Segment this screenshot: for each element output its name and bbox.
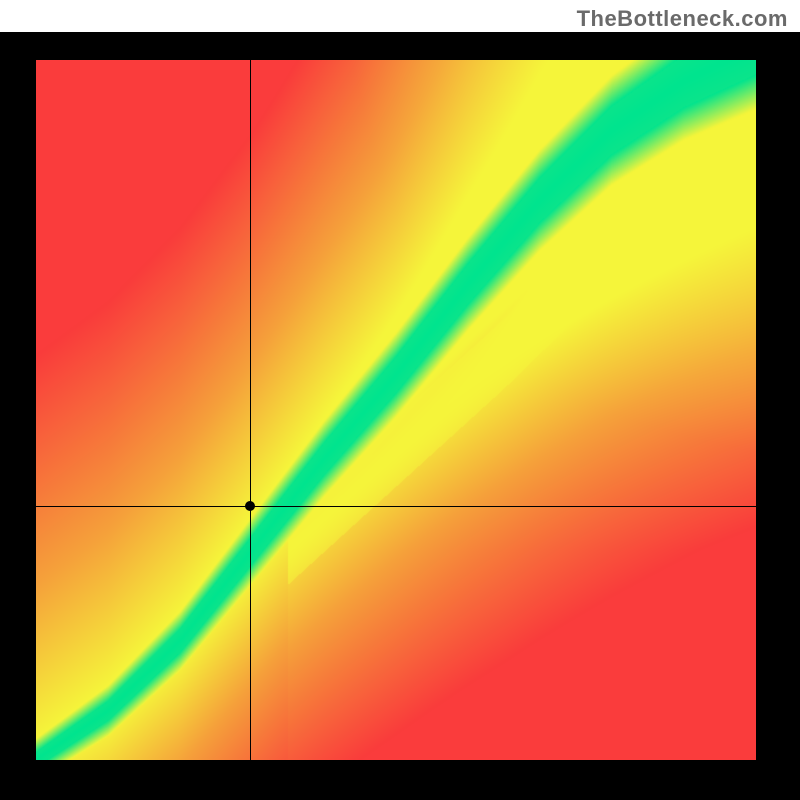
watermark-text: TheBottleneck.com — [577, 6, 788, 32]
chart-outer-frame — [0, 32, 800, 800]
crosshair-vertical — [250, 60, 251, 760]
marker-dot — [245, 501, 255, 511]
heatmap-canvas — [36, 60, 756, 760]
crosshair-horizontal — [36, 506, 756, 507]
heatmap-plot-area — [36, 60, 756, 760]
